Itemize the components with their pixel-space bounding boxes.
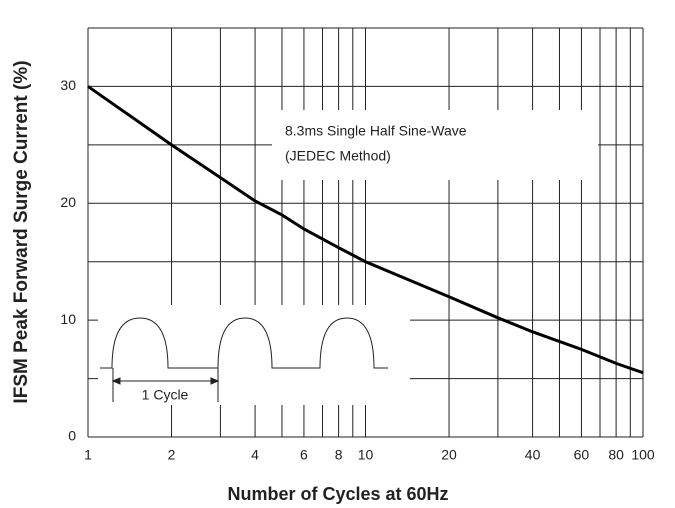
x-tick-label: 60 [574,447,590,463]
annotation-box [272,110,598,180]
inset-box [98,305,410,405]
x-tick-label: 100 [631,447,655,463]
x-tick-label: 1 [84,447,92,463]
y-tick-label: 20 [60,194,76,210]
sine-wave [100,317,388,369]
x-tick-label: 6 [300,447,308,463]
y-tick-label: 30 [60,77,76,93]
x-tick-label: 4 [251,447,259,463]
x-tick-label: 10 [358,447,374,463]
curve [87,85,644,375]
x-tick-label: 8 [335,447,343,463]
annotation: 1 Cycle [142,387,189,403]
annotation: (JEDEC Method) [285,148,391,164]
x-tick-label: 2 [168,447,176,463]
annotation: 8.3ms Single Half Sine-Wave [285,123,467,139]
x-tick-label: 40 [525,447,541,463]
cycle-arrow [111,377,220,385]
y-axis-label: IFSM Peak Forward Surge Current (%) [11,60,32,403]
y-tick-label: 10 [60,311,76,327]
y-tick-label: 0 [68,428,76,444]
x-tick-label: 20 [441,447,457,463]
x-tick-label: 80 [608,447,624,463]
x-axis-label: Number of Cycles at 60Hz [227,484,448,504]
